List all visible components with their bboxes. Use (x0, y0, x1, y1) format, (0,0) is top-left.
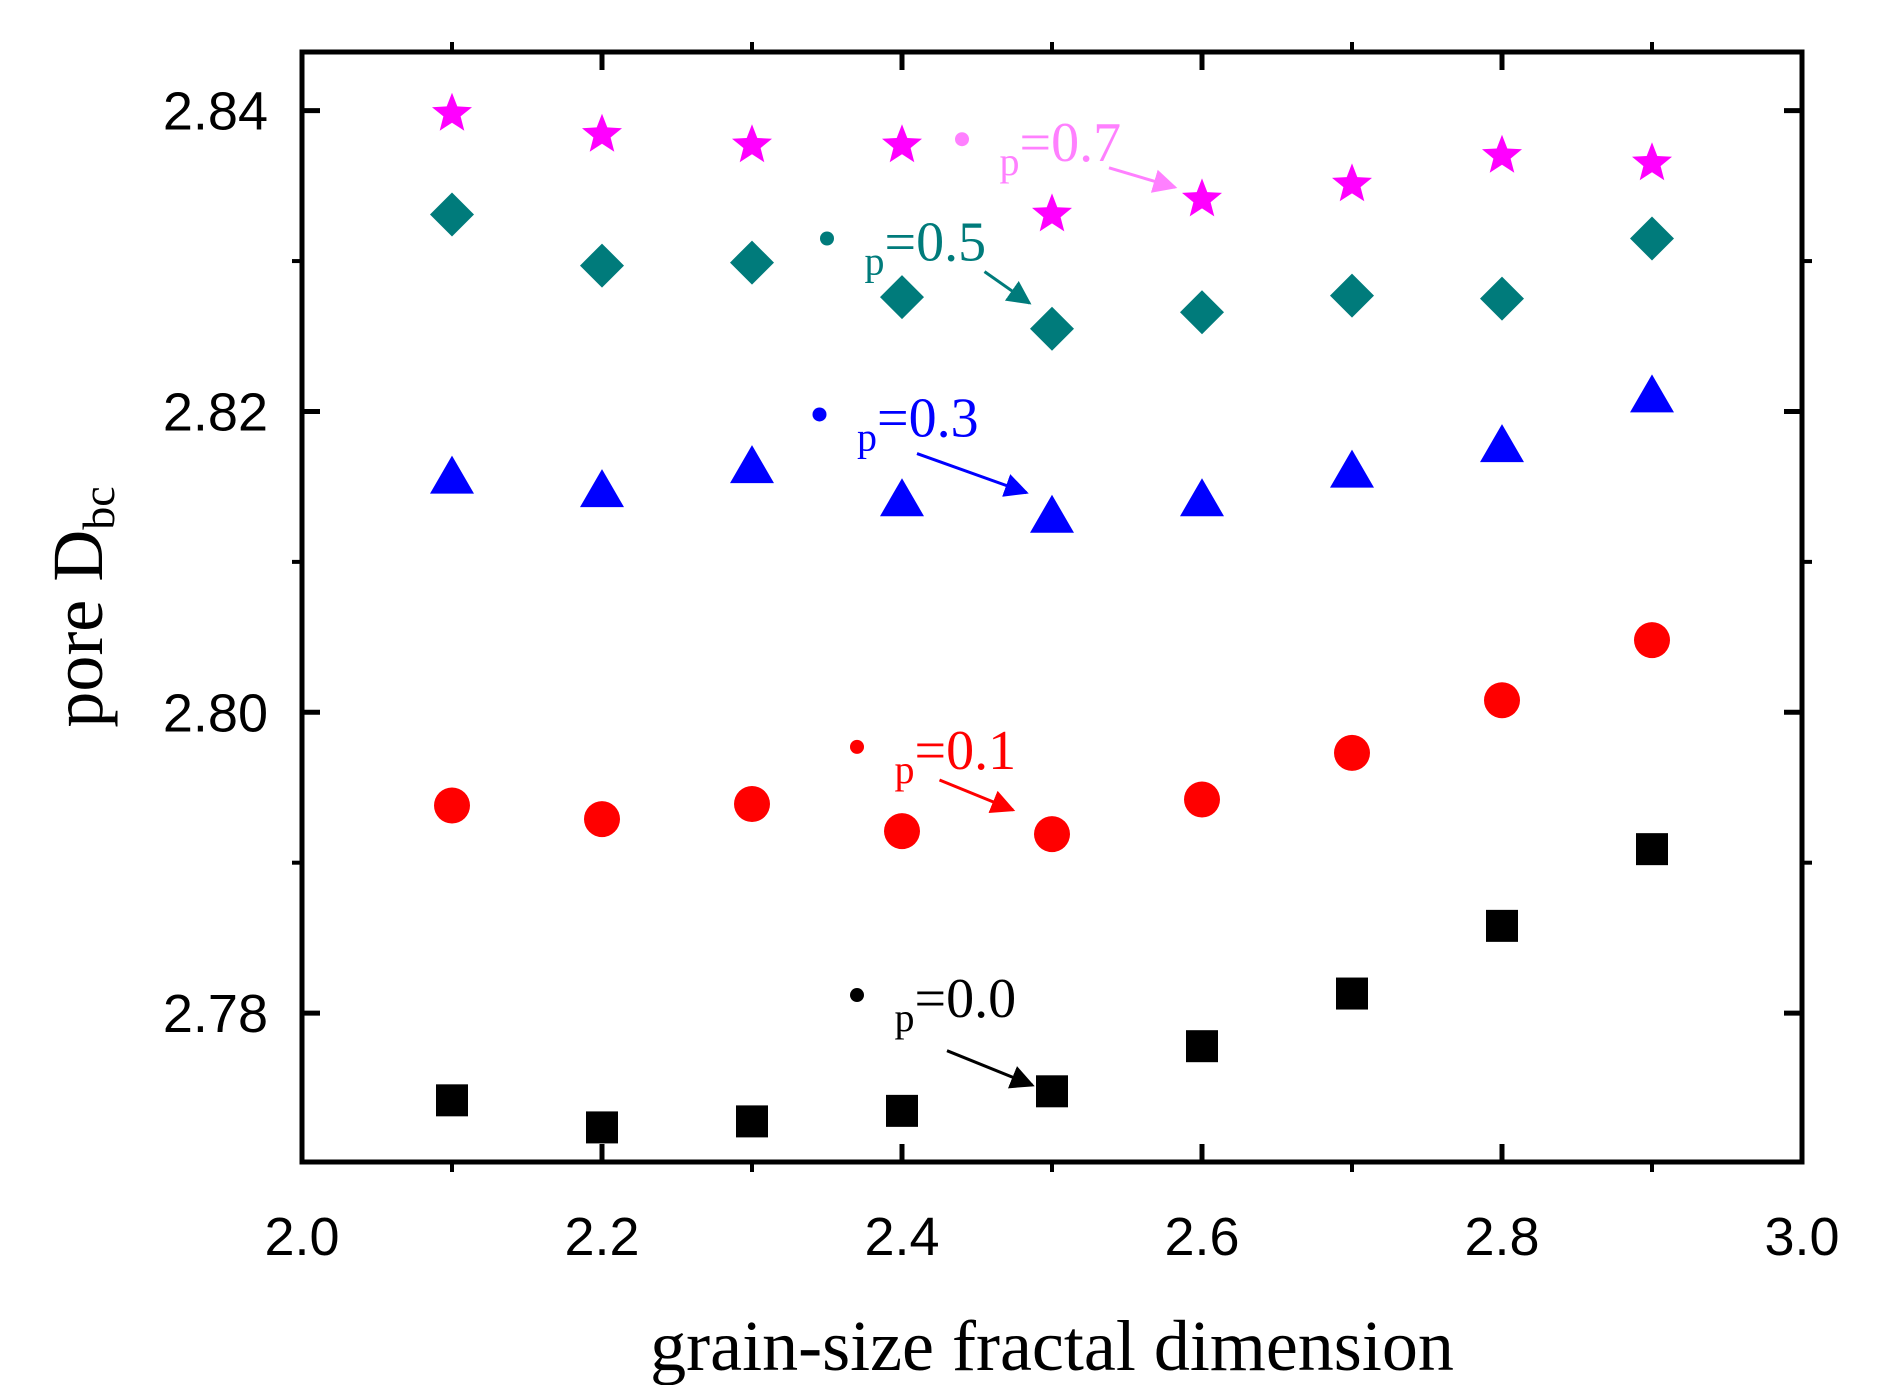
data-point-star (1332, 163, 1372, 202)
annotation-dot (850, 988, 864, 1003)
data-point-triangle (1030, 494, 1074, 533)
x-tick-label: 2.6 (1164, 1207, 1239, 1267)
data-point-star (432, 92, 472, 131)
data-point-square (1186, 1030, 1218, 1063)
data-point-star (1632, 142, 1672, 181)
annotation-label: p=0.1 (895, 720, 1017, 792)
data-point-diamond (730, 240, 774, 285)
y-axis-title-main: pore D (38, 530, 118, 728)
data-point-circle (434, 787, 470, 824)
data-point-triangle (1330, 449, 1374, 488)
annotation-arrow (938, 778, 1016, 813)
data-point-star (732, 124, 772, 163)
annotation-label-p: p (857, 414, 877, 459)
annotation-label: p=0.7 (1000, 112, 1122, 184)
annotation-dot (850, 739, 864, 754)
annotation-arrow (983, 270, 1032, 305)
data-point-diamond (1630, 216, 1674, 261)
x-tick-label: 2.2 (564, 1207, 639, 1267)
data-point-square (736, 1105, 768, 1138)
annotation-dot (820, 231, 834, 246)
annotation-label-value: =0.7 (1020, 112, 1122, 174)
annotation-arrow (946, 1049, 1035, 1089)
annotation-label-p: p (895, 747, 915, 792)
data-point-circle (1484, 682, 1520, 719)
data-point-triangle (430, 455, 474, 494)
axis-tick-labels: 2.0 2.2 2.4 2.6 2.8 3.0 2.78 2.80 2.82 2.84 (163, 82, 1840, 1267)
data-point-diamond (1030, 306, 1074, 351)
y-tick-label: 2.82 (163, 382, 268, 442)
data-point-square (1036, 1075, 1068, 1108)
data-point-square (586, 1111, 618, 1144)
annotation-label: p=0.0 (895, 968, 1017, 1040)
data-point-circle (1634, 622, 1670, 659)
data-point-diamond (880, 275, 924, 320)
x-tick-label: 2.8 (1464, 1207, 1539, 1267)
data-point-square (1636, 833, 1668, 866)
annotation-label: p=0.3 (857, 387, 979, 459)
x-tick-label: 3.0 (1764, 1207, 1839, 1267)
annotation-label-p: p (895, 995, 915, 1040)
data-point-diamond (1480, 276, 1524, 321)
annotation-dot (812, 407, 827, 422)
data-point-star (1182, 178, 1222, 217)
axis-ticks (292, 42, 1812, 1172)
data-point-diamond (1180, 290, 1224, 335)
x-tick-label: 2.4 (864, 1207, 939, 1267)
annotation-label-p: p (865, 239, 885, 284)
annotation-label-value: =0.3 (877, 387, 979, 449)
data-point-diamond (1330, 273, 1374, 318)
data-points (430, 92, 1674, 1144)
data-point-triangle (1180, 478, 1224, 517)
annotation-label-value: =0.5 (885, 212, 987, 274)
y-axis-title: pore Dbc (38, 486, 124, 727)
data-point-triangle (730, 445, 774, 484)
data-point-triangle (580, 469, 624, 508)
annotation-label-value: =0.0 (915, 968, 1017, 1030)
y-tick-label: 2.84 (163, 82, 268, 142)
data-point-star (1032, 193, 1072, 232)
data-point-square (886, 1094, 918, 1127)
data-point-star (582, 113, 622, 152)
annotation-label-value: =0.1 (915, 720, 1017, 782)
data-point-circle (734, 786, 770, 823)
data-point-square (1486, 909, 1518, 942)
data-point-square (1336, 977, 1368, 1010)
data-point-circle (1034, 816, 1070, 853)
data-point-circle (884, 813, 920, 850)
annotation-arrow (1108, 166, 1178, 193)
annotation-label: p=0.5 (865, 212, 987, 284)
data-point-triangle (1480, 424, 1524, 463)
data-point-triangle (1630, 374, 1674, 413)
x-tick-label: 2.0 (264, 1207, 339, 1267)
data-point-star (882, 124, 922, 163)
y-axis-title-subscript: bc (73, 486, 124, 529)
data-point-triangle (880, 478, 924, 517)
x-axis-title: grain-size fractal dimension (650, 1306, 1454, 1385)
annotation-label-p: p (1000, 139, 1020, 184)
data-point-star (1482, 134, 1522, 173)
data-point-circle (1334, 734, 1370, 771)
data-point-diamond (580, 243, 624, 288)
annotation-arrow (916, 452, 1029, 497)
data-point-square (436, 1084, 468, 1117)
data-point-circle (1184, 781, 1220, 818)
annotation-dot (955, 132, 969, 147)
y-tick-label: 2.80 (163, 683, 268, 743)
series-annotations: p=0.0p=0.1p=0.3p=0.5p=0.7 (812, 112, 1178, 1089)
data-point-diamond (430, 192, 474, 237)
y-tick-label: 2.78 (163, 984, 268, 1044)
data-point-circle (584, 801, 620, 838)
